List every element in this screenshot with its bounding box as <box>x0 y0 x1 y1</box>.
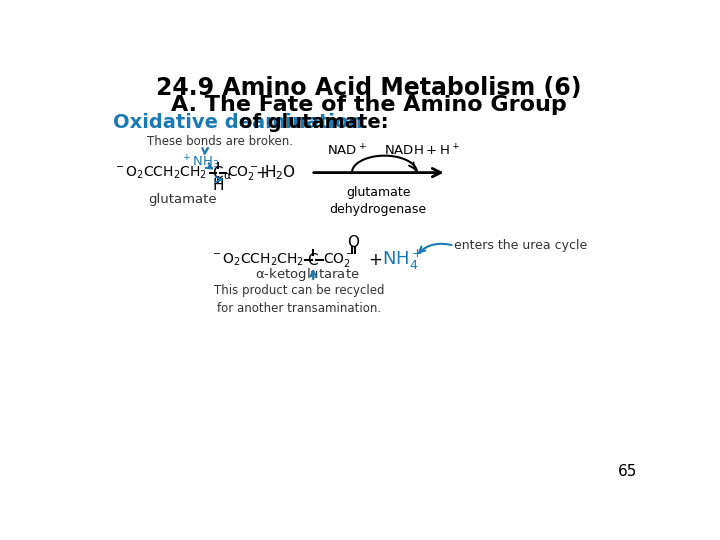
Text: 65: 65 <box>618 464 637 479</box>
Text: 24.9 Amino Acid Metabolism (6): 24.9 Amino Acid Metabolism (6) <box>156 76 582 100</box>
Text: $\mathsf{H}$: $\mathsf{H}$ <box>212 177 224 193</box>
Text: This product can be recycled
for another transamination.: This product can be recycled for another… <box>214 284 384 315</box>
Text: $\mathsf{^-O_2CCH_2CH_2}$: $\mathsf{^-O_2CCH_2CH_2}$ <box>113 164 207 181</box>
Text: $\mathsf{H_2O}$: $\mathsf{H_2O}$ <box>264 163 296 182</box>
Text: of glutamate:: of glutamate: <box>239 113 388 132</box>
Text: $\mathsf{C}$: $\mathsf{C}$ <box>212 165 224 180</box>
Text: $\mathsf{^+NH_3}$: $\mathsf{^+NH_3}$ <box>181 153 220 171</box>
Text: $\mathsf{O}$: $\mathsf{O}$ <box>347 234 360 250</box>
Text: $\mathsf{NH_4^+}$: $\mathsf{NH_4^+}$ <box>382 247 423 272</box>
Text: $\mathsf{+}$: $\mathsf{+}$ <box>255 164 269 181</box>
Text: $\mathsf{^-O_2CCH_2CH_2}$: $\mathsf{^-O_2CCH_2CH_2}$ <box>210 252 305 268</box>
Text: $\mathsf{NAD^+}$: $\mathsf{NAD^+}$ <box>328 144 367 159</box>
Text: $\mathsf{\alpha}$: $\mathsf{\alpha}$ <box>222 171 231 181</box>
Text: enters the urea cycle: enters the urea cycle <box>454 239 588 252</box>
Text: glutamate
dehydrogenase: glutamate dehydrogenase <box>330 186 427 215</box>
Text: These bonds are broken.: These bonds are broken. <box>147 136 293 148</box>
Text: $\mathsf{\alpha}$-ketoglutarate: $\mathsf{\alpha}$-ketoglutarate <box>255 266 359 283</box>
Text: A. The Fate of the Amino Group: A. The Fate of the Amino Group <box>171 95 567 115</box>
Text: $\mathsf{NADH + H^+}$: $\mathsf{NADH + H^+}$ <box>384 144 460 159</box>
Text: Oxidative deamination: Oxidative deamination <box>113 113 363 132</box>
Text: glutamate: glutamate <box>149 193 217 206</box>
Text: $\mathsf{+}$: $\mathsf{+}$ <box>368 251 382 268</box>
Text: $\mathsf{CO_2^-}$: $\mathsf{CO_2^-}$ <box>228 164 259 181</box>
Text: $\mathsf{CO_2^-}$: $\mathsf{CO_2^-}$ <box>323 251 355 268</box>
Text: $\mathsf{C}$: $\mathsf{C}$ <box>307 252 319 268</box>
